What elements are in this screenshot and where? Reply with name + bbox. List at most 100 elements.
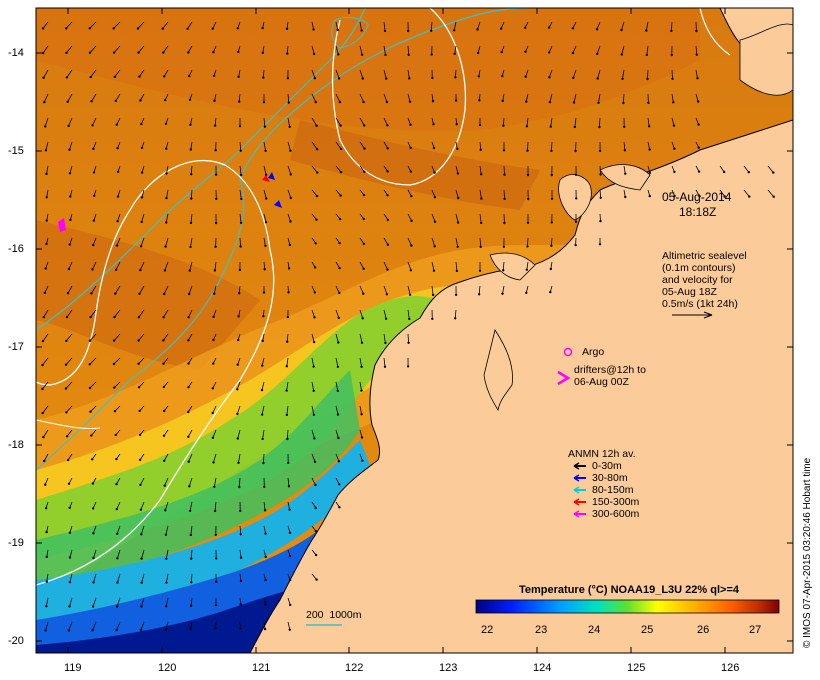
velocity-arrow xyxy=(479,165,482,175)
velocity-arrow xyxy=(359,381,362,391)
velocity-arrow-head xyxy=(722,170,726,174)
velocity-arrow xyxy=(359,45,363,55)
velocity-arrow xyxy=(115,93,121,102)
velocity-arrow xyxy=(239,165,242,175)
velocity-arrow xyxy=(551,141,553,151)
velocity-arrow-head xyxy=(362,100,365,104)
velocity-arrow-head xyxy=(312,52,316,56)
velocity-arrow-head xyxy=(550,221,553,224)
velocity-arrow xyxy=(311,429,315,439)
velocity-arrow-head xyxy=(362,242,366,246)
velocity-arrow xyxy=(599,189,602,198)
velocity-arrow-head xyxy=(260,413,264,416)
velocity-arrow-head xyxy=(115,507,119,511)
velocity-arrow xyxy=(767,189,775,197)
velocity-arrow xyxy=(311,45,315,55)
velocity-arrow-head xyxy=(239,509,242,512)
velocity-arrow-head xyxy=(137,339,140,342)
mooring-legend-title: ANMN 12h av. xyxy=(568,448,636,460)
velocity-arrow-head xyxy=(240,173,243,177)
velocity-arrow-head xyxy=(312,413,316,416)
velocity-arrow-head xyxy=(41,51,45,55)
velocity-arrow-head xyxy=(139,508,143,511)
velocity-arrow-head xyxy=(91,507,95,510)
velocity-arrow xyxy=(42,45,49,54)
velocity-arrow-head xyxy=(361,77,364,80)
velocity-arrow xyxy=(165,213,169,223)
velocity-arrow-head xyxy=(115,482,118,486)
mooring-legend-arrowhead xyxy=(573,486,580,494)
velocity-arrow xyxy=(263,261,266,270)
velocity-arrow xyxy=(287,501,290,510)
velocity-arrow-head xyxy=(454,293,458,296)
velocity-arrow-head xyxy=(314,529,317,533)
velocity-arrow-head xyxy=(112,339,116,342)
lon-tick-label: 119 xyxy=(64,662,82,674)
velocity-arrow-head xyxy=(88,339,92,342)
velocity-arrow-head xyxy=(188,269,191,272)
velocity-arrow-head xyxy=(407,53,410,56)
velocity-arrow-head xyxy=(215,580,218,583)
velocity-arrow xyxy=(623,93,625,104)
velocity-arrow xyxy=(117,549,121,559)
velocity-arrow-head xyxy=(213,99,216,102)
velocity-arrow-head xyxy=(261,364,264,367)
velocity-arrow-head xyxy=(454,76,457,79)
velocity-arrow xyxy=(213,453,217,463)
velocity-arrow-head xyxy=(164,533,168,536)
velocity-arrow xyxy=(237,405,241,415)
lat-tick-label: -17 xyxy=(8,341,24,353)
velocity-arrow xyxy=(695,93,699,102)
velocity-arrow xyxy=(407,69,410,79)
velocity-arrow-head xyxy=(502,245,506,248)
velocity-arrow xyxy=(335,45,339,55)
velocity-arrow xyxy=(311,21,314,30)
velocity-arrow-head xyxy=(265,197,268,200)
velocity-arrow xyxy=(359,429,363,438)
velocity-arrow xyxy=(163,357,169,364)
velocity-arrow xyxy=(190,549,193,559)
velocity-arrow xyxy=(263,213,267,223)
altimetry-note-line: 0.5m/s (1kt 24h) xyxy=(662,298,738,310)
velocity-arrow-head xyxy=(288,243,292,247)
velocity-arrow-head xyxy=(431,76,434,80)
velocity-arrow xyxy=(743,189,750,197)
velocity-arrow-head xyxy=(339,194,342,197)
velocity-arrow xyxy=(311,165,318,173)
velocity-arrow-head xyxy=(236,412,239,416)
velocity-arrow xyxy=(311,477,316,486)
velocity-arrow xyxy=(93,525,97,534)
velocity-arrow xyxy=(671,69,673,79)
velocity-arrow-head xyxy=(165,605,168,608)
velocity-arrow xyxy=(455,189,459,199)
velocity-arrow-head xyxy=(455,269,459,273)
velocity-arrow-head xyxy=(336,389,339,392)
velocity-arrow-head xyxy=(236,437,239,440)
velocity-arrow xyxy=(263,501,266,511)
velocity-arrow xyxy=(430,21,433,31)
velocity-arrow xyxy=(647,69,649,80)
velocity-arrow xyxy=(69,165,73,174)
velocity-arrow-head xyxy=(285,27,289,30)
velocity-arrow-head xyxy=(550,244,553,247)
velocity-arrow-head xyxy=(215,197,218,201)
velocity-arrow xyxy=(311,381,315,391)
velocity-arrow-head xyxy=(287,485,291,488)
velocity-arrow-head xyxy=(90,292,93,295)
velocity-arrow xyxy=(89,333,97,341)
velocity-arrow xyxy=(65,333,73,342)
velocity-arrow-head xyxy=(339,147,343,151)
velocity-arrow-head xyxy=(315,124,318,127)
velocity-arrow xyxy=(335,309,340,319)
velocity-arrow xyxy=(141,597,145,607)
velocity-arrow-head xyxy=(187,410,190,414)
velocity-arrow-head xyxy=(67,629,71,632)
velocity-arrow xyxy=(92,237,97,246)
velocity-arrow xyxy=(335,357,339,367)
velocity-arrow xyxy=(407,45,410,55)
velocity-arrow-head xyxy=(113,315,116,319)
velocity-arrow xyxy=(287,93,290,103)
velocity-arrow-head xyxy=(549,267,552,271)
velocity-arrow-head xyxy=(453,52,456,55)
velocity-arrow-head xyxy=(289,149,292,152)
